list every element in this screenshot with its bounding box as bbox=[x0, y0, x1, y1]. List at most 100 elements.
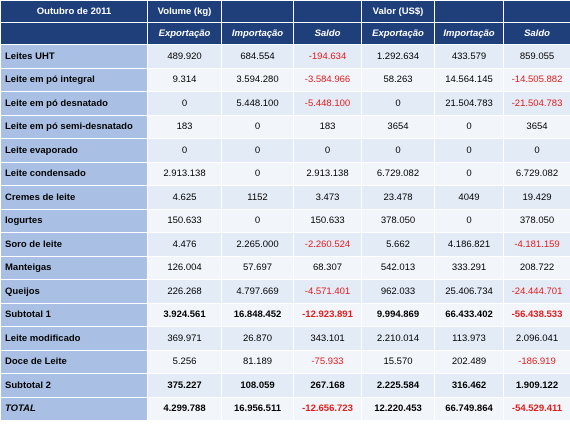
cell-volume-saldo: 3.473 bbox=[293, 185, 362, 210]
cell-volume-saldo: -5.448.100 bbox=[293, 91, 362, 116]
header-row-groups: Outubro de 2011 Volume (kg) Valor (US$) bbox=[0, 0, 570, 23]
cell-volume-exportacao: 0 bbox=[147, 138, 222, 163]
cell-valor-saldo: 19.429 bbox=[503, 185, 570, 210]
cell-volume-exportacao: 489.920 bbox=[147, 44, 222, 69]
row-label: Leite em pó integral bbox=[0, 67, 148, 92]
cell-valor-importacao: 202.489 bbox=[434, 349, 504, 374]
header-row-columns: Exportação Importação Saldo Exportação I… bbox=[0, 22, 570, 45]
cell-volume-importacao: 5.448.100 bbox=[221, 91, 294, 116]
cell-volume-saldo: -3.584.966 bbox=[293, 67, 362, 92]
cell-volume-exportacao: 126.004 bbox=[147, 255, 222, 280]
valor-group-header: Valor (US$) bbox=[361, 0, 435, 23]
table-row: Cremes de leite 4.625 1152 3.473 23.478 4049 1… bbox=[0, 185, 570, 210]
cell-volume-exportacao: 369.971 bbox=[147, 326, 222, 351]
subtotal-row: Subtotal 2 375.227 108.059 267.168 2.225.584… bbox=[0, 373, 570, 398]
cell-volume-saldo: 267.168 bbox=[293, 373, 362, 398]
cell-volume-importacao: 0 bbox=[221, 138, 294, 163]
row-label: Leite em pó semi-desnatado bbox=[0, 114, 148, 139]
col-header-valor-saldo: Saldo bbox=[503, 22, 570, 45]
cell-volume-exportacao: 150.633 bbox=[147, 208, 222, 233]
cell-volume-saldo: 0 bbox=[293, 138, 362, 163]
cell-volume-importacao: 0 bbox=[221, 114, 294, 139]
cell-valor-exportacao: 58.263 bbox=[361, 67, 435, 92]
row-label: Leite em pó desnatado bbox=[0, 91, 148, 116]
row-label: Cremes de leite bbox=[0, 185, 148, 210]
row-label: Manteigas bbox=[0, 255, 148, 280]
cell-valor-importacao: 4.186.821 bbox=[434, 232, 504, 257]
header-blank bbox=[503, 0, 570, 23]
cell-valor-importacao: 66.433.402 bbox=[434, 302, 504, 327]
cell-valor-importacao: 21.504.783 bbox=[434, 91, 504, 116]
cell-volume-importacao: 1152 bbox=[221, 185, 294, 210]
cell-volume-saldo: -2.260.524 bbox=[293, 232, 362, 257]
cell-valor-exportacao: 3654 bbox=[361, 114, 435, 139]
cell-valor-importacao: 0 bbox=[434, 138, 504, 163]
table-row: Leite em pó integral 9.314 3.594.280 -3.584… bbox=[0, 67, 570, 92]
cell-valor-exportacao: 12.220.453 bbox=[361, 396, 435, 421]
cell-valor-saldo: 378.050 bbox=[503, 208, 570, 233]
cell-volume-importacao: 2.265.000 bbox=[221, 232, 294, 257]
cell-valor-saldo: -56.438.533 bbox=[503, 302, 570, 327]
cell-valor-saldo: 859.055 bbox=[503, 44, 570, 69]
cell-volume-exportacao: 9.314 bbox=[147, 67, 222, 92]
cell-valor-importacao: 0 bbox=[434, 114, 504, 139]
cell-valor-exportacao: 0 bbox=[361, 91, 435, 116]
cell-volume-saldo: 343.101 bbox=[293, 326, 362, 351]
col-header-volume-saldo: Saldo bbox=[293, 22, 362, 45]
table-row: Leite em pó desnatado 0 5.448.100 -5.448.10… bbox=[0, 91, 570, 116]
table-body: Leites UHT 489.920 684.554 -194.634 1.292.63… bbox=[0, 44, 570, 421]
cell-valor-exportacao: 2.210.014 bbox=[361, 326, 435, 351]
cell-valor-exportacao: 23.478 bbox=[361, 185, 435, 210]
table-row: Manteigas 126.004 57.697 68.307 542.013 333.2… bbox=[0, 255, 570, 280]
cell-volume-exportacao: 4.476 bbox=[147, 232, 222, 257]
table-row: Leite evaporado 0 0 0 0 0 0 bbox=[0, 138, 570, 163]
total-row: TOTAL 4.299.788 16.956.511 -12.656.723 12.22… bbox=[0, 396, 570, 421]
col-header-volume-importacao: Importação bbox=[221, 22, 294, 45]
row-label: TOTAL bbox=[0, 396, 148, 421]
cell-valor-saldo: -54.529.411 bbox=[503, 396, 570, 421]
row-label: Doce de Leite bbox=[0, 349, 148, 374]
row-label: Iogurtes bbox=[0, 208, 148, 233]
cell-valor-saldo: 1.909.122 bbox=[503, 373, 570, 398]
table-row: Leite condensado 2.913.138 0 2.913.138 6.729… bbox=[0, 161, 570, 186]
cell-valor-exportacao: 9.994.869 bbox=[361, 302, 435, 327]
volume-group-header: Volume (kg) bbox=[147, 0, 222, 23]
cell-volume-exportacao: 183 bbox=[147, 114, 222, 139]
cell-volume-exportacao: 3.924.561 bbox=[147, 302, 222, 327]
cell-valor-importacao: 333.291 bbox=[434, 255, 504, 280]
cell-valor-saldo: 208.722 bbox=[503, 255, 570, 280]
header-blank bbox=[434, 0, 504, 23]
cell-valor-exportacao: 378.050 bbox=[361, 208, 435, 233]
cell-volume-exportacao: 226.268 bbox=[147, 279, 222, 304]
table-row: Leites UHT 489.920 684.554 -194.634 1.292.63… bbox=[0, 44, 570, 69]
row-label: Subtotal 2 bbox=[0, 373, 148, 398]
cell-valor-saldo: -21.504.783 bbox=[503, 91, 570, 116]
col-header-valor-exportacao: Exportação bbox=[361, 22, 435, 45]
cell-volume-saldo: -4.571.401 bbox=[293, 279, 362, 304]
cell-valor-importacao: 316.462 bbox=[434, 373, 504, 398]
row-label: Leite evaporado bbox=[0, 138, 148, 163]
cell-volume-importacao: 684.554 bbox=[221, 44, 294, 69]
cell-valor-importacao: 25.406.734 bbox=[434, 279, 504, 304]
cell-volume-exportacao: 4.299.788 bbox=[147, 396, 222, 421]
subtotal-row: Subtotal 1 3.924.561 16.848.452 -12.923.891… bbox=[0, 302, 570, 327]
cell-valor-importacao: 66.749.864 bbox=[434, 396, 504, 421]
cell-volume-importacao: 4.797.669 bbox=[221, 279, 294, 304]
cell-valor-importacao: 113.973 bbox=[434, 326, 504, 351]
cell-volume-importacao: 0 bbox=[221, 208, 294, 233]
cell-valor-exportacao: 1.292.634 bbox=[361, 44, 435, 69]
row-label: Leite condensado bbox=[0, 161, 148, 186]
cell-valor-saldo: 6.729.082 bbox=[503, 161, 570, 186]
cell-valor-exportacao: 962.033 bbox=[361, 279, 435, 304]
row-label: Soro de leite bbox=[0, 232, 148, 257]
cell-volume-importacao: 16.956.511 bbox=[221, 396, 294, 421]
table-row: Queijos 226.268 4.797.669 -4.571.401 962.033… bbox=[0, 279, 570, 304]
cell-valor-exportacao: 0 bbox=[361, 138, 435, 163]
cell-valor-exportacao: 5.662 bbox=[361, 232, 435, 257]
cell-volume-saldo: 183 bbox=[293, 114, 362, 139]
cell-volume-importacao: 57.697 bbox=[221, 255, 294, 280]
cell-volume-exportacao: 5.256 bbox=[147, 349, 222, 374]
row-label: Subtotal 1 bbox=[0, 302, 148, 327]
cell-volume-exportacao: 0 bbox=[147, 91, 222, 116]
row-label: Leites UHT bbox=[0, 44, 148, 69]
